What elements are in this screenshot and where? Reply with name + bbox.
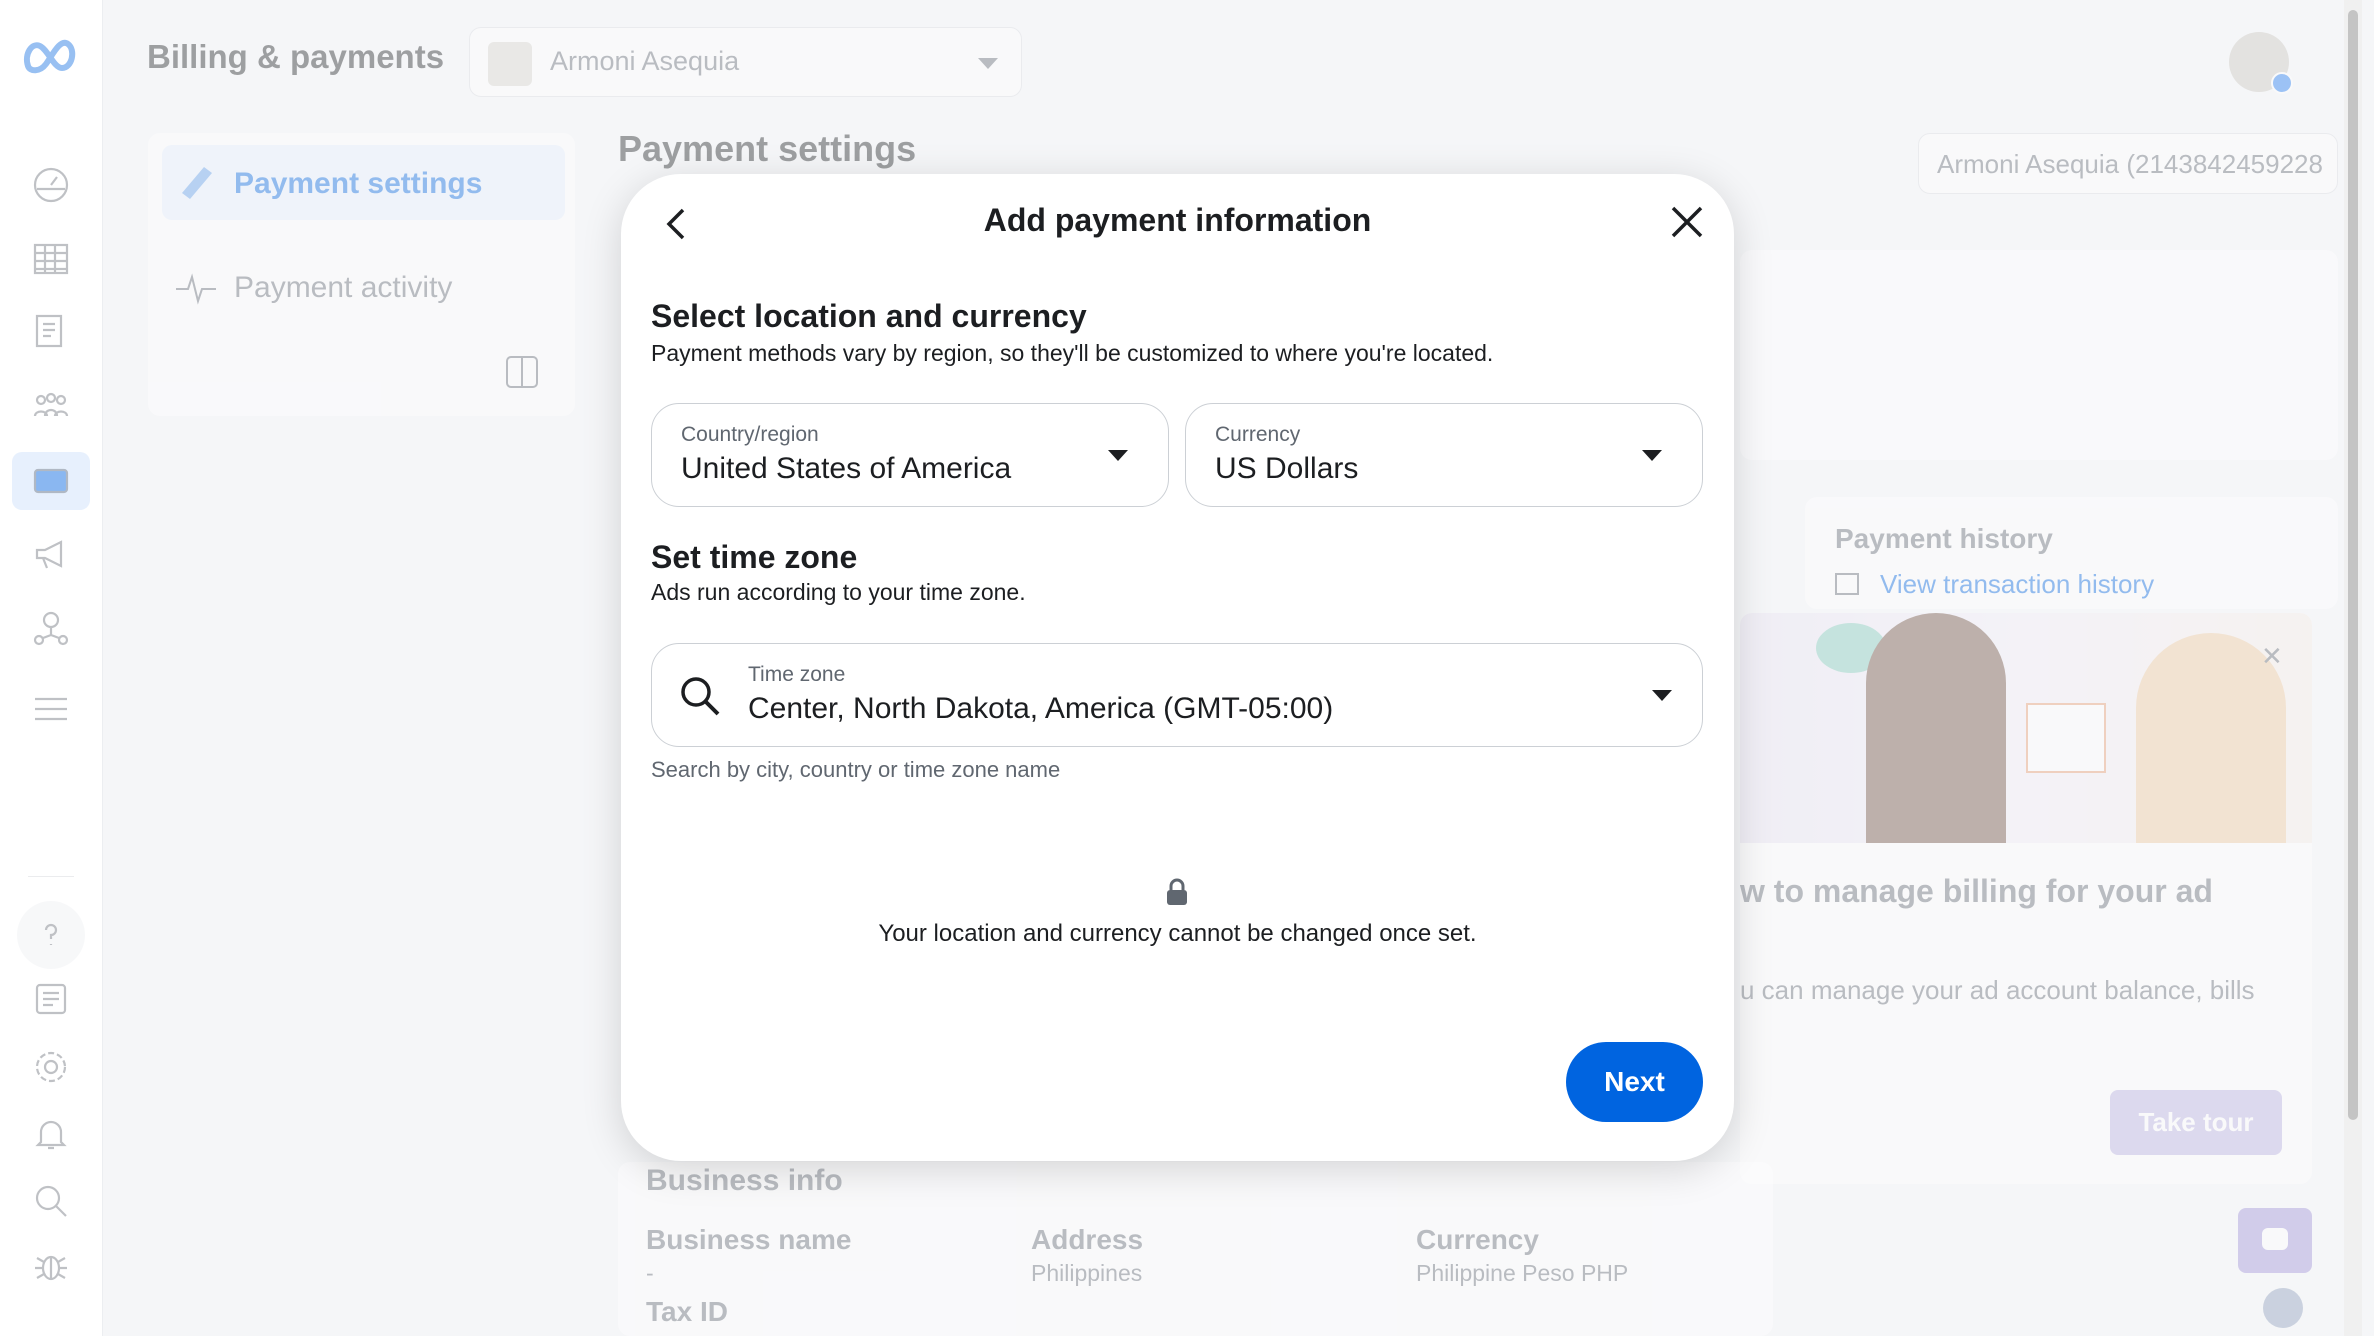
time-zone-label: Time zone [748, 663, 846, 686]
search-icon [681, 677, 720, 716]
nav-item-payment-activity[interactable]: Payment activity [162, 253, 565, 323]
megaphone-icon[interactable] [27, 530, 75, 578]
billing-card-icon[interactable] [12, 452, 90, 510]
field-label: Address [1031, 1224, 1144, 1255]
scrollbar-thumb[interactable] [2348, 10, 2358, 1120]
back-arrow-icon[interactable] [661, 204, 691, 244]
location-currency-description: Payment methods vary by region, so they'… [651, 340, 1494, 366]
currency-select[interactable]: Currency US Dollars [1185, 403, 1703, 507]
dialog-title: Add payment information [983, 202, 1372, 238]
main-title: Payment settings [618, 128, 917, 169]
field-label: Business name [646, 1224, 852, 1255]
add-payment-dialog: Add payment information Select location … [621, 174, 1734, 1161]
nav-label: Payment settings [234, 167, 483, 200]
meta-logo[interactable] [22, 36, 80, 81]
collapse-panel-icon[interactable] [505, 355, 539, 389]
account-avatar [488, 42, 532, 86]
help-icon[interactable] [17, 901, 85, 969]
sidebar [0, 0, 103, 1336]
field-value: - [646, 1260, 654, 1286]
business-info-title: Business info [646, 1164, 843, 1197]
people-icon[interactable] [27, 382, 75, 430]
location-lock-notice: Your location and currency cannot be cha… [878, 920, 1477, 947]
activity-pulse-icon [176, 273, 216, 305]
currency-label: Currency [1215, 423, 1301, 446]
notifications-bell-icon[interactable] [27, 1110, 75, 1158]
country-value: United States of America [681, 452, 1012, 485]
user-avatar[interactable] [2229, 32, 2293, 94]
account-id-box[interactable]: Armoni Asequia (2143842459228 [1918, 133, 2338, 194]
receipt-icon [1835, 573, 1859, 595]
time-zone-helper-text: Search by city, country or time zone nam… [651, 757, 1061, 782]
account-selector[interactable]: Armoni Asequia [469, 27, 1022, 97]
documents-icon[interactable] [27, 308, 75, 356]
field-label: Tax ID [646, 1296, 728, 1327]
business-info-card: Business info Business name - Address Ph… [618, 1162, 1773, 1336]
location-currency-heading: Select location and currency [651, 298, 1087, 334]
page-header-title: Billing & payments [147, 38, 445, 75]
tour-title: w to manage billing for your ad [1740, 873, 2213, 909]
billing-illustration: ✕ [1740, 613, 2312, 843]
close-tour-icon[interactable]: ✕ [2261, 641, 2283, 671]
view-transaction-history-link[interactable]: View transaction history [1880, 569, 2155, 599]
caret-down-icon [1642, 450, 1662, 461]
audience-icon[interactable] [27, 604, 75, 652]
bug-report-icon[interactable] [27, 1242, 75, 1290]
news-icon[interactable] [27, 975, 75, 1023]
billing-tour-card: ✕ w to manage billing for your ad u can … [1740, 613, 2312, 1184]
tour-body: u can manage your ad account balance, bi… [1740, 975, 2255, 1005]
sidebar-divider [28, 876, 74, 877]
account-name: Armoni Asequia [550, 46, 740, 76]
payment-methods-card [1740, 250, 2338, 460]
time-zone-description: Ads run according to your time zone. [651, 579, 1026, 605]
nav-item-payment-settings[interactable]: Payment settings [162, 145, 565, 220]
account-id-text: Armoni Asequia (2143842459228 [1937, 149, 2323, 179]
payment-history-card: Payment history View transaction history [1805, 497, 2338, 609]
time-zone-value: Center, North Dakota, America (GMT-05:00… [748, 692, 1334, 725]
chevron-down-icon [978, 58, 998, 69]
field-value: Philippine Peso PHP [1416, 1260, 1629, 1286]
facebook-badge-icon [2271, 72, 2293, 94]
feedback-chat-button[interactable] [2238, 1208, 2312, 1273]
take-tour-button[interactable]: Take tour [2110, 1090, 2282, 1155]
field-value: Philippines [1031, 1260, 1143, 1286]
menu-icon[interactable] [27, 685, 75, 733]
payment-tag-icon [182, 167, 212, 199]
country-region-select[interactable]: Country/region United States of America [651, 403, 1169, 507]
billing-nav-card: Payment settings Payment activity [148, 133, 575, 416]
close-icon[interactable] [1669, 204, 1705, 240]
scrollbar[interactable] [2344, 0, 2362, 1336]
dashboard-icon[interactable] [27, 161, 75, 209]
settings-gear-icon[interactable] [27, 1043, 75, 1091]
nav-label: Payment activity [234, 271, 453, 304]
next-button[interactable]: Next [1566, 1042, 1703, 1122]
time-zone-select[interactable]: Time zone Center, North Dakota, America … [651, 643, 1703, 747]
currency-value: US Dollars [1215, 452, 1359, 485]
caret-down-icon [1652, 690, 1672, 701]
lock-icon [1167, 878, 1187, 905]
country-label: Country/region [681, 423, 819, 446]
time-zone-heading: Set time zone [651, 539, 858, 575]
globe-icon[interactable] [2263, 1288, 2303, 1328]
search-icon[interactable] [27, 1177, 75, 1225]
table-icon[interactable] [27, 235, 75, 283]
caret-down-icon [1108, 450, 1128, 461]
chat-icon [2262, 1228, 2288, 1250]
payment-history-title: Payment history [1835, 523, 2053, 554]
field-label: Currency [1416, 1224, 1539, 1255]
